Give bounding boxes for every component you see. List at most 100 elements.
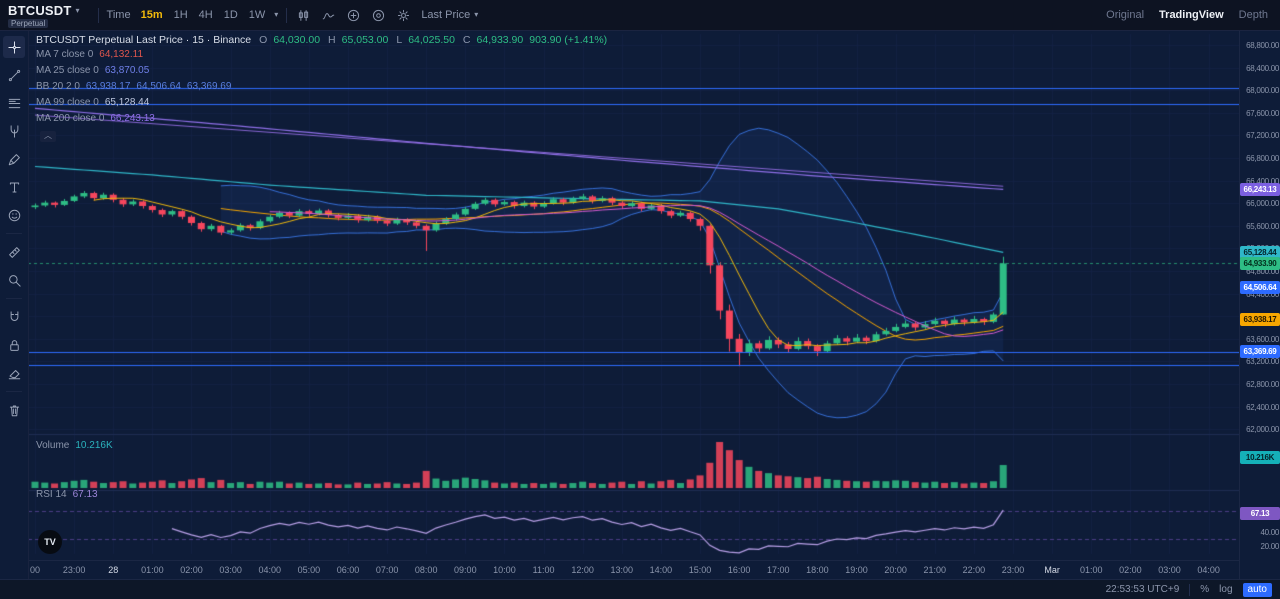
volume-value: 10.216K [75, 440, 113, 451]
volume-legend[interactable]: Volume 10.216K [36, 440, 113, 451]
bb-upper-badge: 64,506.64 [1240, 281, 1280, 295]
price-axis[interactable]: 68,800.00 68,400.00 68,000.00 67,600.00 67,2… [1239, 30, 1280, 580]
rsi-tick: 40.00 [1260, 528, 1279, 537]
crosshair-icon[interactable] [3, 36, 25, 58]
bb-legend-row[interactable]: BB 20 2 0 63,938.17 64,506.64 63,369.69 [36, 78, 607, 94]
magnet-icon[interactable] [3, 306, 25, 328]
time-tick: 12:00 [571, 565, 594, 575]
ruler-icon[interactable] [3, 241, 25, 263]
price-tick: 65,600.00 [1246, 221, 1279, 231]
view-tab-original[interactable]: Original [1106, 9, 1145, 21]
chart-topbar: BTCUSDT ▾ Perpetual Time 15m 1H 4H 1D 1W ▾ L… [0, 0, 1280, 31]
text-icon[interactable] [3, 176, 25, 198]
price-tick: 64,800.00 [1246, 267, 1279, 276]
compare-icon[interactable] [345, 7, 361, 23]
symbol-selector[interactable]: BTCUSDT ▾ Perpetual [0, 2, 90, 28]
high-value: 65,053.00 [341, 34, 389, 46]
close-value: 64,933.90 [476, 34, 524, 46]
price-chart-canvas[interactable] [28, 30, 1240, 560]
open-value: 64,030.00 [273, 34, 321, 46]
interval-1d[interactable]: 1D [223, 9, 238, 21]
trend-line-icon[interactable] [3, 64, 25, 86]
toolbar-divider [6, 298, 22, 299]
time-tick: 16:00 [727, 565, 751, 575]
auto-scale-button[interactable]: auto [1242, 582, 1272, 597]
ma99-value: 65,128.44 [104, 96, 150, 108]
eraser-icon[interactable] [3, 362, 25, 384]
open-label: O [259, 34, 268, 46]
lock-icon[interactable] [3, 334, 25, 356]
chevron-down-icon: ▾ [75, 5, 80, 15]
trash-icon[interactable] [3, 399, 25, 421]
time-tick: 07:00 [375, 565, 399, 575]
time-tick: 11:00 [532, 565, 555, 575]
rsi-value: 67.13 [72, 489, 98, 500]
legend-symbol-title: BTCUSDT Perpetual Last Price · 15 · Bina… [36, 34, 252, 46]
time-tick: 03:00 [1158, 565, 1181, 575]
time-tick: 18:00 [806, 565, 829, 575]
price-tick: 68,800.00 [1246, 41, 1279, 50]
rsi-legend[interactable]: RSI 14 67.13 [36, 489, 98, 500]
ma99-label: MA 99 close 0 [36, 96, 99, 108]
price-tick: 66,800.00 [1246, 154, 1279, 163]
ma200-legend-row[interactable]: MA 200 close 0 66,243.13 [36, 110, 607, 126]
time-tick: 03:00 [219, 565, 242, 575]
toolbar-divider [6, 391, 22, 392]
bb-mid-badge: 63,938.17 [1240, 313, 1280, 327]
ma7-legend-row[interactable]: MA 7 close 0 64,132.11 [36, 46, 607, 62]
view-tab-depth[interactable]: Depth [1238, 9, 1268, 21]
low-label: L [396, 34, 403, 46]
time-tick: 02:00 [180, 565, 203, 575]
time-tick: 13:00 [610, 565, 634, 575]
interval-4h[interactable]: 4H [198, 9, 213, 21]
percent-scale-button[interactable]: % [1200, 584, 1210, 595]
chevron-down-icon: ▾ [474, 10, 479, 19]
tradingview-logo-text: TV [44, 537, 56, 547]
ma7-value: 64,132.11 [99, 48, 144, 60]
interval-1h[interactable]: 1H [173, 9, 188, 21]
time-tick: 10:00 [493, 565, 516, 575]
pitchfork-icon[interactable] [3, 120, 25, 142]
tradingview-logo: TV [38, 530, 62, 554]
time-tick: 28 [108, 565, 119, 575]
settings-icon[interactable] [395, 7, 411, 23]
indicators-icon[interactable] [320, 7, 336, 23]
time-tick: 15:00 [688, 565, 712, 575]
fib-retracement-icon[interactable] [3, 92, 25, 114]
ohlc-legend-row: BTCUSDT Perpetual Last Price · 15 · Bina… [36, 34, 607, 46]
price-tick: 62,800.00 [1246, 380, 1279, 389]
divider [97, 7, 99, 23]
price-tick: 63,200.00 [1246, 357, 1279, 367]
price-tick: 68,000.00 [1246, 86, 1279, 96]
emoji-icon[interactable] [3, 204, 25, 226]
time-tick: 02:00 [1119, 565, 1142, 575]
ma99-badge: 65,128.44 [1240, 245, 1280, 259]
ma99-legend-row[interactable]: MA 99 close 0 65,128.44 [36, 94, 607, 110]
time-tick: 01:00 [1079, 565, 1103, 575]
price-mode-dropdown[interactable]: Last Price ▾ [421, 9, 478, 21]
interval-1w[interactable]: 1W [248, 9, 266, 21]
candles-style-icon[interactable] [295, 7, 311, 23]
time-tick: 06:00 [336, 565, 360, 575]
price-mode-label: Last Price [421, 9, 471, 21]
interval-more-chevron-icon[interactable]: ▾ [274, 10, 279, 19]
close-label: C [462, 34, 471, 46]
zoom-icon[interactable] [3, 269, 25, 291]
change-value: 903.90 (+1.41%) [529, 34, 608, 46]
last-price-badge: 64,933.90 [1240, 256, 1280, 270]
price-tick: 68,400.00 [1246, 63, 1279, 73]
view-tab-tradingview[interactable]: TradingView [1159, 9, 1224, 21]
time-tick: 09:00 [454, 565, 477, 575]
log-scale-button[interactable]: log [1219, 584, 1233, 595]
brush-icon[interactable] [3, 148, 25, 170]
time-label: Time [106, 9, 131, 21]
time-axis[interactable]: 00 23:00 28 01:00 02:00 03:00 04:00 05:00 06:00 0… [28, 560, 1240, 581]
bb-lower-value: 63,369.69 [186, 80, 232, 92]
ma25-legend-row[interactable]: MA 25 close 0 63,870.05 [36, 62, 607, 78]
legend-collapse-button[interactable]: ︿ [40, 131, 56, 142]
camera-icon[interactable] [370, 7, 386, 23]
time-tick: 00 [29, 565, 41, 575]
ma200-label: MA 200 close 0 [36, 112, 105, 124]
interval-15m[interactable]: 15m [140, 9, 163, 21]
